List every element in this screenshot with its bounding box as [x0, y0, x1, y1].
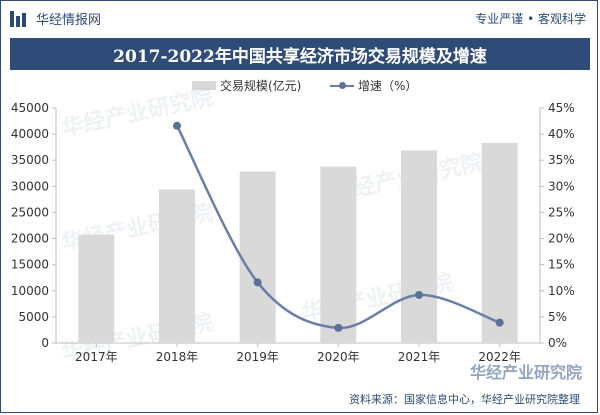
y-left-tick-label: 35000	[11, 153, 49, 167]
bar-2021年	[401, 150, 437, 343]
y-left-tick-label: 40000	[11, 127, 49, 141]
y-right-tick-label: 0%	[548, 336, 567, 350]
bar-2020年	[320, 166, 357, 343]
y-right-tick-label: 20%	[548, 232, 575, 246]
legend-bar-swatch	[192, 81, 216, 90]
x-tick-label: 2018年	[156, 350, 199, 364]
growth-line	[175, 125, 501, 330]
bar-2022年	[481, 142, 518, 343]
y-right-tick-label: 15%	[548, 258, 575, 272]
y-left-tick-label: 0	[41, 336, 49, 350]
legend-item-line[interactable]: 增速（%）	[330, 77, 417, 94]
title-bar: 2017-2022年中国共享经济市场交易规模及增速	[10, 38, 590, 70]
header-bar: 华经情报网 专业严谨 • 客观科学	[0, 0, 600, 34]
y-left-tick-label: 25000	[11, 205, 49, 219]
legend-line-label: 增速（%）	[358, 79, 418, 93]
y-right-tick-label: 10%	[548, 284, 575, 298]
x-tick-label: 2020年	[317, 350, 360, 364]
y-right-tick-label: 35%	[548, 153, 575, 167]
y-right-tick-label: 45%	[548, 101, 575, 115]
chart-title: 2017-2022年中国共享经济市场交易规模及增速	[113, 46, 487, 67]
y-left-tick-label: 5000	[18, 310, 49, 324]
growth-point	[253, 278, 262, 287]
growth-point	[334, 323, 343, 332]
slogan: 专业严谨 • 客观科学	[475, 12, 586, 26]
y-right-tick-label: 25%	[548, 205, 575, 219]
growth-point	[495, 318, 504, 327]
x-tick-label: 2017年	[75, 350, 118, 364]
brand-name: 华经情报网	[36, 13, 102, 28]
growth-point	[415, 290, 423, 299]
y-left-tick-label: 15000	[11, 258, 49, 272]
bar-2019年	[239, 171, 276, 343]
growth-point	[173, 121, 181, 130]
y-right-tick-label: 30%	[548, 179, 575, 193]
legend-item-bar[interactable]: 交易规模(亿元)	[192, 77, 301, 94]
x-tick-label: 2019年	[236, 350, 279, 364]
legend-line-swatch	[330, 81, 354, 91]
bar-2017年	[78, 234, 115, 343]
x-tick-label: 2021年	[398, 350, 441, 364]
bar-2018年	[159, 189, 195, 343]
y-left-tick-label: 10000	[11, 284, 49, 298]
x-tick-label: 2022年	[478, 350, 521, 364]
logo-icon	[10, 10, 30, 27]
legend-bar-label: 交易规模(亿元)	[220, 79, 302, 93]
brand[interactable]: 华经情报网	[10, 9, 101, 28]
corner-watermark: 华经产业研究院	[469, 363, 582, 382]
y-left-tick-label: 30000	[11, 179, 49, 193]
source-note: 资料来源：国家信息中心，华经产业研究院整理	[349, 393, 580, 406]
y-left-tick-label: 20000	[11, 232, 49, 246]
y-right-tick-label: 5%	[548, 310, 567, 324]
y-left-tick-label: 45000	[11, 101, 49, 115]
y-right-tick-label: 40%	[548, 127, 575, 141]
legend: 交易规模(亿元) 增速（%）	[0, 77, 600, 95]
